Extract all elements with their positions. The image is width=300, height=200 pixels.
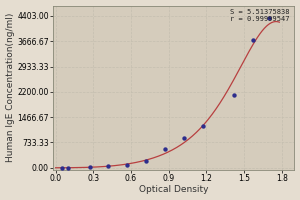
Point: [144, 159, 148, 162]
Y-axis label: Human IgE Concentration(ng/ml): Human IgE Concentration(ng/ml): [6, 13, 15, 162]
Point: [163, 148, 167, 151]
Point: [125, 163, 130, 167]
Point: [200, 125, 205, 128]
Point: [106, 165, 111, 168]
Point: [87, 166, 92, 169]
Point: [232, 94, 236, 97]
X-axis label: Optical Density: Optical Density: [139, 185, 208, 194]
Point: [250, 38, 255, 42]
Point: [182, 136, 186, 139]
Point: [59, 166, 64, 169]
Point: [66, 166, 70, 169]
Point: [267, 16, 272, 19]
Text: S = 5.51375838
r = 0.99999547: S = 5.51375838 r = 0.99999547: [230, 9, 290, 22]
